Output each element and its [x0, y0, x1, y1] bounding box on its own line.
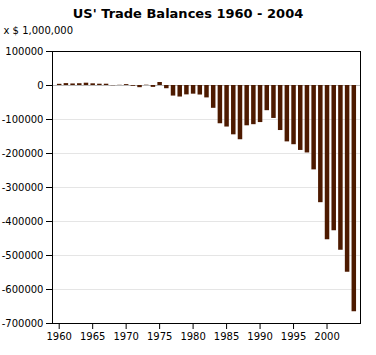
svg-text:1990: 1990 — [247, 331, 272, 342]
svg-text:x $ 1,000,000: x $ 1,000,000 — [4, 25, 74, 36]
svg-text:1980: 1980 — [180, 331, 205, 342]
svg-text:2000: 2000 — [314, 331, 339, 342]
svg-text:-200000: -200000 — [2, 148, 44, 159]
svg-text:1965: 1965 — [80, 331, 105, 342]
html-text:US' Trade Balances 1960 - 2004: US' Trade Balances 1960 - 2004 — [72, 6, 304, 21]
svg-text:100000: 100000 — [5, 46, 43, 57]
svg-text:-500000: -500000 — [2, 250, 44, 261]
svg-text:0: 0 — [37, 80, 43, 91]
svg-text:1960: 1960 — [46, 331, 71, 342]
svg-text:-600000: -600000 — [2, 284, 44, 295]
svg-text:-300000: -300000 — [2, 182, 44, 193]
svg-text:-700000: -700000 — [2, 318, 44, 329]
svg-text:1985: 1985 — [214, 331, 239, 342]
svg-text:-400000: -400000 — [2, 216, 44, 227]
svg-text:1970: 1970 — [113, 331, 138, 342]
svg-text:1975: 1975 — [147, 331, 172, 342]
svg-text:1995: 1995 — [281, 331, 306, 342]
svg-text:-100000: -100000 — [2, 114, 44, 125]
